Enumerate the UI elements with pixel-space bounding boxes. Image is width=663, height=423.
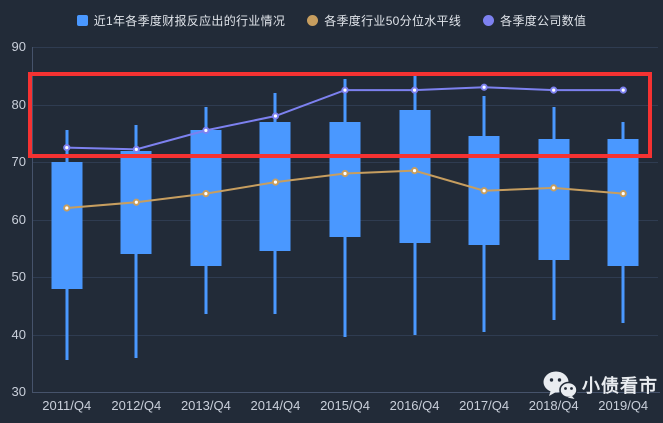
data-point[interactable]	[550, 86, 558, 94]
candle-box[interactable]	[329, 121, 361, 237]
data-point[interactable]	[410, 167, 419, 175]
y-axis-tick-label: 60	[11, 211, 26, 227]
x-axis-tick-label: 2019/Q4	[598, 398, 649, 413]
y-axis-tick-label: 40	[11, 326, 26, 342]
x-axis-tick-label: 2014/Q4	[250, 398, 301, 413]
legend-item-50th-percentile[interactable]: 各季度行业50分位水平线	[307, 12, 461, 29]
y-axis-tick-label: 30	[11, 384, 26, 399]
candle-box[interactable]	[607, 139, 639, 266]
candle-box[interactable]	[51, 162, 83, 289]
data-point[interactable]	[202, 190, 210, 198]
data-point[interactable]	[619, 190, 627, 198]
purple-dot-icon	[483, 15, 495, 26]
candle-box[interactable]	[190, 130, 222, 266]
legend-item-company-values[interactable]: 各季度公司数值	[483, 12, 586, 29]
data-point[interactable]	[63, 144, 71, 152]
x-axis-tick-label: 2018/Q4	[528, 398, 579, 413]
line-#7d81f0	[66, 86, 624, 151]
x-axis-tick-label: 2013/Q4	[180, 398, 231, 413]
data-point[interactable]	[410, 86, 419, 94]
data-point[interactable]	[202, 126, 210, 134]
legend-label: 各季度公司数值	[500, 14, 587, 28]
data-point[interactable]	[619, 86, 627, 94]
y-axis-line	[32, 47, 33, 392]
data-point[interactable]	[132, 145, 140, 153]
orange-dot-icon	[307, 15, 319, 26]
y-axis-tick-label: 50	[11, 269, 26, 284]
chart-legend: 近1年各季度财报反应出的行业情况 各季度行业50分位水平线 各季度公司数值	[0, 12, 663, 29]
data-point[interactable]	[480, 187, 488, 195]
legend-label: 近1年各季度财报反应出的行业情况	[93, 14, 286, 28]
data-point[interactable]	[480, 83, 488, 91]
x-axis-tick-label: 2011/Q4	[42, 398, 92, 413]
wechat-icon	[543, 371, 577, 399]
watermark: 小债看市	[543, 371, 658, 399]
x-axis-tick-label: 2016/Q4	[389, 398, 440, 413]
x-axis-tick-label: 2015/Q4	[320, 398, 370, 413]
data-point[interactable]	[63, 204, 71, 212]
blue-square-icon	[76, 15, 88, 26]
watermark-text: 小债看市	[582, 376, 658, 396]
data-point[interactable]	[132, 198, 140, 206]
data-point[interactable]	[271, 178, 280, 186]
candle-box[interactable]	[399, 110, 431, 243]
x-axis-tick-label: 2012/Q4	[111, 398, 162, 413]
y-axis-tick-label: 80	[11, 96, 26, 112]
y-axis-tick-label: 70	[11, 154, 26, 169]
legend-item-industry-quarterly[interactable]: 近1年各季度财报反应出的行业情况	[76, 12, 286, 29]
candle-box[interactable]	[538, 139, 570, 260]
y-axis-tick-label: 90	[11, 39, 26, 54]
data-point[interactable]	[550, 184, 558, 192]
x-axis-tick-label: 2017/Q4	[459, 398, 510, 413]
candle-box[interactable]	[259, 121, 291, 252]
legend-label: 各季度行业50分位水平线	[324, 14, 462, 28]
data-point[interactable]	[341, 169, 349, 178]
x-axis-line	[32, 392, 660, 393]
data-point[interactable]	[341, 86, 349, 94]
gridline-y-90	[32, 47, 658, 48]
data-point[interactable]	[271, 112, 280, 120]
